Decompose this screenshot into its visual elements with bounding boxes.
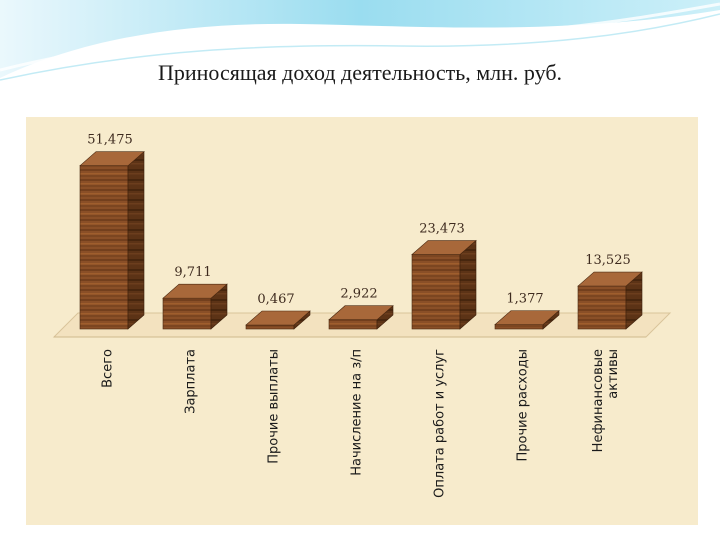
bar-top	[328, 305, 394, 321]
value-label: 23,473	[419, 222, 465, 237]
value-label: 9,711	[174, 265, 211, 280]
value-labels-layer: 51,475 9,711 0,467 2,922 23,473 1,377 13,525	[87, 133, 631, 307]
category-label: Начисление на з/п	[350, 349, 365, 476]
category-label: Нефинансовые	[591, 349, 606, 452]
value-label: 2,922	[340, 287, 377, 302]
slide-title: Приносящая доход деятельность, млн. руб.	[157, 60, 563, 85]
bar-top	[577, 271, 643, 287]
bar-front	[79, 165, 129, 330]
bar-front	[162, 297, 212, 330]
bar-top	[494, 310, 560, 325]
bar	[328, 305, 394, 330]
category-label: Прочие расходы	[516, 349, 531, 462]
value-label: 0,467	[257, 292, 294, 307]
bar	[577, 271, 643, 330]
bar-chart: 51,475 9,711 0,467 2,922 23,473 1,377 13,525 В…	[52, 133, 672, 498]
category-label: активы	[606, 349, 621, 399]
category-label: Зарплата	[184, 349, 199, 414]
value-label: 1,377	[506, 292, 543, 307]
slide-header-decoration	[0, 0, 720, 81]
bar-top	[162, 283, 228, 299]
bar-side	[127, 151, 145, 330]
value-label: 51,475	[87, 133, 133, 148]
bar-front	[494, 324, 544, 330]
bar	[245, 310, 311, 330]
bar-front	[245, 324, 295, 330]
bar	[162, 283, 228, 330]
bars-layer	[79, 151, 643, 330]
category-label: Всего	[101, 349, 116, 388]
bar	[494, 309, 560, 330]
category-labels-layer: Всего Зарплата Прочие выплаты Начисление на…	[101, 349, 622, 498]
bar-front	[411, 254, 461, 330]
category-label: Оплата работ и услуг	[433, 349, 448, 498]
bar	[79, 151, 145, 330]
bar-top	[245, 310, 311, 326]
category-label: Прочие выплаты	[267, 349, 282, 464]
bar	[411, 239, 477, 330]
bar-side	[459, 239, 477, 330]
bar-front	[577, 285, 627, 330]
bar-front	[328, 319, 378, 330]
value-label: 13,525	[585, 253, 631, 268]
bar-top	[411, 240, 477, 255]
chart-panel: 51,475 9,711 0,467 2,922 23,473 1,377 13,525 В…	[26, 117, 698, 525]
bar-top	[79, 151, 145, 166]
